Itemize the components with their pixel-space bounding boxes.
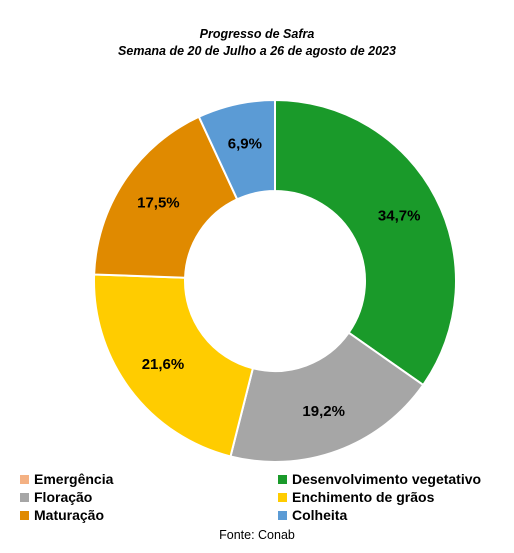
slice-label-colheita: 6,9%: [228, 135, 262, 152]
legend-item-enchimento-de-graos: Enchimento de grãos: [278, 488, 434, 506]
slice-desenvolvimento-vegetativo: [274, 98, 457, 387]
slice-maturacao: [93, 115, 239, 279]
donut-chart: 34,7% 19,2% 21,6% 17,5% 6,9%: [93, 98, 457, 463]
slice-colheita: [197, 98, 276, 201]
slice-enchimento-de-graos: [93, 273, 255, 458]
legend-swatch-desenvolvimento-vegetativo: [278, 474, 287, 484]
legend-item-desenvolvimento-vegetativo: Desenvolvimento vegetativo: [278, 470, 481, 488]
legend-item-floracao: Floração: [20, 488, 92, 506]
legend-label-maturacao: Maturação: [34, 507, 105, 523]
slice-label-desenvolvimento-vegetativo: 34,7%: [378, 207, 421, 224]
legend-swatch-emergencia: [20, 474, 29, 484]
slice-label-floracao: 19,2%: [302, 403, 345, 420]
chart-title: Progresso de Safra: [199, 27, 315, 41]
legend-label-emergencia: Emergência: [34, 471, 114, 487]
legend-swatch-floracao: [20, 492, 29, 502]
chart-subtitle: Semana de 20 de Julho a 26 de agosto de …: [118, 44, 396, 58]
slice-label-maturacao: 17,5%: [137, 194, 180, 211]
chart-header: Progresso de Safra Semana de 20 de Julho…: [0, 26, 514, 60]
legend-label-colheita: Colheita: [292, 507, 348, 523]
legend-item-emergencia: Emergência: [20, 470, 113, 488]
chart-source: Fonte: Conab: [219, 528, 295, 542]
legend-label-enchimento-de-graos: Enchimento de grãos: [292, 489, 435, 505]
legend-swatch-enchimento-de-graos: [278, 492, 287, 502]
legend-label-desenvolvimento-vegetativo: Desenvolvimento vegetativo: [292, 471, 482, 487]
legend-item-maturacao: Maturação: [20, 506, 104, 524]
legend-swatch-colheita: [278, 510, 287, 520]
legend-label-floracao: Floração: [34, 489, 93, 505]
legend-swatch-maturacao: [20, 510, 29, 520]
slice-label-enchimento-de-graos: 21,6%: [142, 356, 185, 373]
legend-item-colheita: Colheita: [278, 506, 347, 524]
slice-floracao: [229, 331, 425, 463]
